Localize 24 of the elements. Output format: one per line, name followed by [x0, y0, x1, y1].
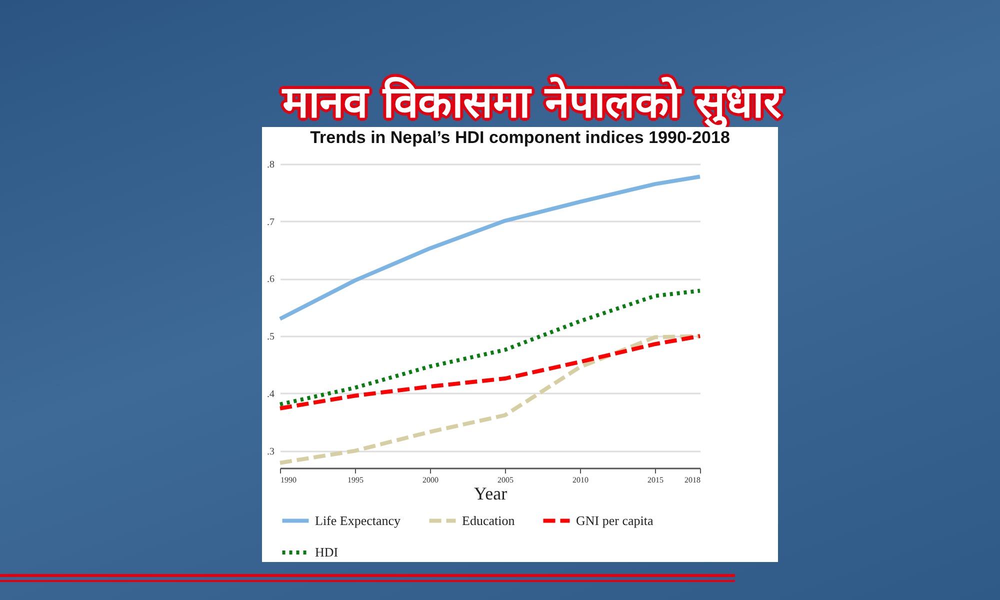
line-series — [278, 334, 702, 465]
y-tick-label: .7 — [267, 216, 274, 228]
x-tick-label: 2018 — [684, 476, 700, 484]
chart-subtitle: Trends in Nepal’s HDI component indices 1990-2018 — [310, 128, 730, 147]
x-tick-label: 1995 — [348, 476, 364, 484]
x-tick-label: 2005 — [498, 476, 514, 484]
x-tick-label: 2015 — [648, 476, 664, 484]
line-series — [278, 174, 702, 321]
legend-label: HDI — [315, 544, 338, 560]
x-tick-label: 2000 — [422, 476, 438, 484]
y-tick-label: .3 — [267, 446, 274, 458]
x-tick-label: 1990 — [280, 476, 296, 484]
y-tick-label: .4 — [267, 388, 274, 400]
legend-label: Education — [462, 512, 516, 528]
x-axis-title: Year — [474, 484, 508, 504]
y-tick-label: .8 — [267, 160, 274, 170]
legend-label: GNI per capita — [576, 512, 654, 528]
y-tick-label: .5 — [267, 332, 274, 343]
x-tick-label: 2010 — [572, 476, 588, 484]
line-series — [278, 288, 702, 406]
line-series — [278, 334, 702, 410]
legend-label: Life Expectancy — [315, 512, 402, 528]
chart-title: मानव विकासमा नेपालको सुधार — [280, 76, 784, 130]
y-tick-label: .6 — [267, 274, 274, 286]
